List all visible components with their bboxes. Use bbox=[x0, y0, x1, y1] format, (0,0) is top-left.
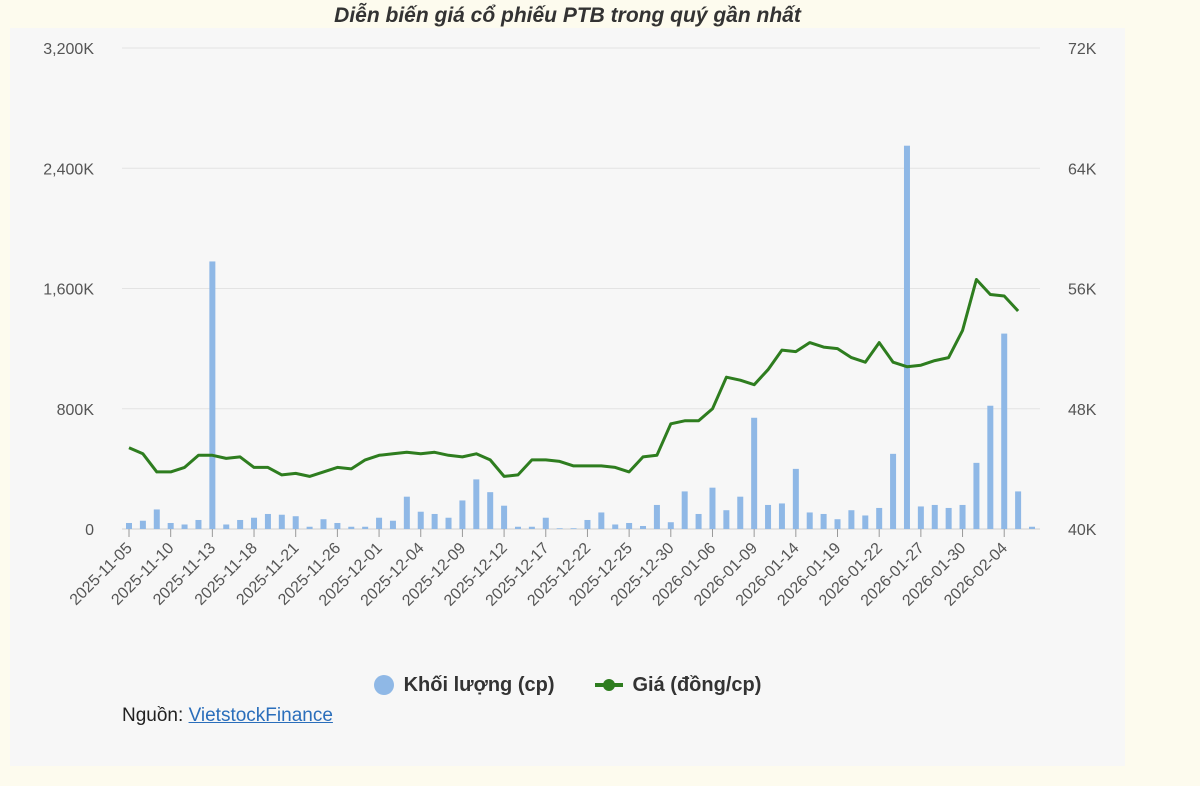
volume-bar[interactable] bbox=[640, 525, 647, 529]
volume-bar[interactable] bbox=[528, 526, 535, 529]
volume-bar[interactable] bbox=[792, 468, 799, 529]
y-left-tick-label: 2,400K bbox=[43, 161, 94, 178]
volume-bar[interactable] bbox=[167, 522, 174, 529]
volume-bar[interactable] bbox=[126, 522, 132, 529]
price-series-line[interactable] bbox=[128, 278, 1020, 478]
volume-bar[interactable] bbox=[820, 513, 827, 529]
volume-bar[interactable] bbox=[598, 512, 605, 529]
left-axis-ticks: 0 800K 1,600K 2,400K 3,200K bbox=[43, 41, 94, 539]
volume-bar[interactable] bbox=[264, 513, 271, 529]
volume-bar[interactable] bbox=[473, 479, 480, 529]
volume-bar[interactable] bbox=[737, 496, 744, 529]
volume-bar[interactable] bbox=[723, 510, 730, 529]
chart-panel bbox=[10, 28, 1125, 766]
legend-volume-marker bbox=[373, 675, 394, 695]
volume-bar[interactable] bbox=[139, 520, 146, 529]
volume-bar[interactable] bbox=[223, 524, 230, 529]
volume-bar[interactable] bbox=[334, 522, 341, 529]
volume-bar[interactable] bbox=[903, 145, 910, 529]
y-right-tick-label: 40K bbox=[1068, 522, 1097, 539]
volume-bar[interactable] bbox=[403, 496, 410, 529]
volume-bar[interactable] bbox=[667, 522, 674, 529]
volume-bar[interactable] bbox=[626, 522, 633, 529]
volume-bar[interactable] bbox=[765, 504, 772, 529]
volume-bar[interactable] bbox=[542, 517, 549, 529]
volume-bar[interactable] bbox=[917, 506, 924, 529]
source-label: Nguồn: bbox=[122, 705, 184, 726]
y-right-tick-label: 48K bbox=[1068, 402, 1097, 419]
volume-bar[interactable] bbox=[209, 261, 216, 529]
grid-lines bbox=[122, 47, 1040, 530]
volume-bar[interactable] bbox=[751, 417, 758, 529]
volume-bar[interactable] bbox=[306, 526, 313, 529]
y-right-tick-label: 56K bbox=[1068, 282, 1097, 299]
volume-bar[interactable] bbox=[695, 513, 702, 529]
legend: Khối lượng (cp) Giá (đồng/cp) bbox=[0, 670, 1135, 700]
volume-bar[interactable] bbox=[445, 517, 452, 529]
volume-bar[interactable] bbox=[876, 507, 883, 529]
volume-bar[interactable] bbox=[389, 520, 396, 529]
y-left-tick-label: 1,600K bbox=[43, 282, 94, 299]
volume-bar[interactable] bbox=[834, 519, 841, 529]
volume-bar[interactable] bbox=[237, 519, 244, 529]
volume-bar[interactable] bbox=[501, 505, 508, 529]
volume-bar[interactable] bbox=[862, 515, 869, 529]
chart-title: Diễn biến giá cổ phiếu PTB trong quý gần… bbox=[334, 4, 801, 27]
volume-bar[interactable] bbox=[612, 524, 619, 529]
x-axis-ticks: 2025-11-052025-11-102025-11-132025-11-18… bbox=[67, 529, 1011, 610]
volume-bar[interactable] bbox=[890, 453, 897, 529]
volume-bar[interactable] bbox=[431, 513, 438, 529]
volume-bar[interactable] bbox=[653, 504, 660, 529]
volume-bar[interactable] bbox=[1001, 333, 1008, 529]
volume-bars bbox=[126, 145, 1035, 529]
volume-bar[interactable] bbox=[514, 526, 521, 529]
volume-bar[interactable] bbox=[487, 492, 494, 529]
y-left-tick-label: 800K bbox=[57, 402, 95, 419]
volume-bar[interactable] bbox=[987, 405, 994, 529]
volume-bar[interactable] bbox=[181, 524, 188, 529]
volume-bar[interactable] bbox=[945, 507, 952, 529]
volume-bar[interactable] bbox=[362, 526, 369, 529]
volume-bar[interactable] bbox=[1015, 491, 1022, 529]
volume-bar[interactable] bbox=[348, 526, 355, 529]
volume-bar[interactable] bbox=[153, 509, 160, 529]
volume-bar[interactable] bbox=[251, 517, 258, 529]
y-right-tick-label: 72K bbox=[1068, 41, 1097, 58]
volume-bar[interactable] bbox=[973, 462, 980, 529]
legend-item-volume[interactable]: Khối lượng (cp) bbox=[373, 673, 555, 697]
volume-bar[interactable] bbox=[195, 519, 202, 529]
volume-bar[interactable] bbox=[778, 503, 785, 529]
volume-bar[interactable] bbox=[584, 519, 591, 529]
volume-bar[interactable] bbox=[320, 519, 327, 529]
volume-bar[interactable] bbox=[1029, 526, 1035, 529]
volume-bar[interactable] bbox=[959, 504, 966, 529]
volume-bar[interactable] bbox=[376, 517, 383, 529]
legend-price-label: Giá (đồng/cp) bbox=[632, 673, 762, 696]
volume-bar[interactable] bbox=[709, 487, 716, 529]
price-line bbox=[128, 278, 1020, 478]
volume-bar[interactable] bbox=[681, 491, 688, 529]
volume-bar[interactable] bbox=[459, 500, 466, 529]
volume-bar[interactable] bbox=[556, 528, 563, 529]
volume-bar[interactable] bbox=[417, 511, 424, 529]
volume-bar[interactable] bbox=[278, 514, 285, 529]
legend-item-price[interactable]: Giá (đồng/cp) bbox=[594, 673, 762, 697]
y-left-tick-label: 3,200K bbox=[43, 41, 94, 58]
y-right-tick-label: 64K bbox=[1068, 161, 1097, 178]
source-link[interactable]: VietstockFinance bbox=[188, 705, 333, 726]
volume-bar[interactable] bbox=[292, 516, 299, 529]
legend-price-marker bbox=[594, 679, 623, 691]
volume-bar[interactable] bbox=[570, 528, 577, 529]
volume-bar[interactable] bbox=[848, 510, 855, 529]
y-left-tick-label: 0 bbox=[85, 522, 94, 539]
volume-bar[interactable] bbox=[931, 504, 938, 529]
right-axis-ticks: 40K 48K 56K 64K 72K bbox=[1068, 41, 1097, 539]
legend-volume-label: Khối lượng (cp) bbox=[403, 673, 555, 696]
source-note: Nguồn: VietstockFinance bbox=[122, 705, 333, 727]
volume-bar[interactable] bbox=[806, 512, 813, 529]
